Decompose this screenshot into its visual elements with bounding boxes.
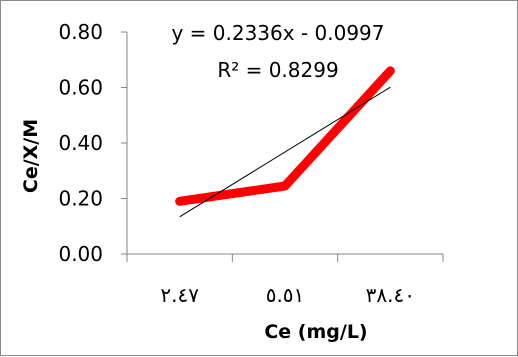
y-tick-label: 0.20	[58, 187, 103, 211]
y-tick-label: 0.40	[58, 131, 103, 155]
x-axis-title: Ce (mg/L)	[264, 321, 367, 343]
y-axis-title: Ce/X/M	[20, 119, 42, 193]
y-tick-labels: 0.00 0.20 0.40 0.60 0.80	[58, 20, 103, 266]
trendline-layer	[180, 87, 391, 217]
y-tick-label: 0.60	[58, 76, 103, 100]
y-tick-label: 0.00	[58, 242, 103, 266]
x-tick-label: ٢.٤٧	[160, 283, 199, 307]
x-tick-labels: ٢.٤٧ ٥.٥١ ٣٨.٤٠	[160, 283, 415, 307]
x-tick-label: ٣٨.٤٠	[366, 283, 415, 307]
trendline-equation: y = 0.2336x - 0.0997	[171, 21, 384, 45]
trendline-r-squared: R² = 0.8299	[217, 58, 338, 82]
x-tick-label: ٥.٥١	[266, 283, 305, 307]
y-tick-label: 0.80	[58, 20, 103, 44]
series-layer	[180, 71, 391, 202]
trendline	[180, 87, 391, 217]
series-line	[180, 71, 391, 201]
